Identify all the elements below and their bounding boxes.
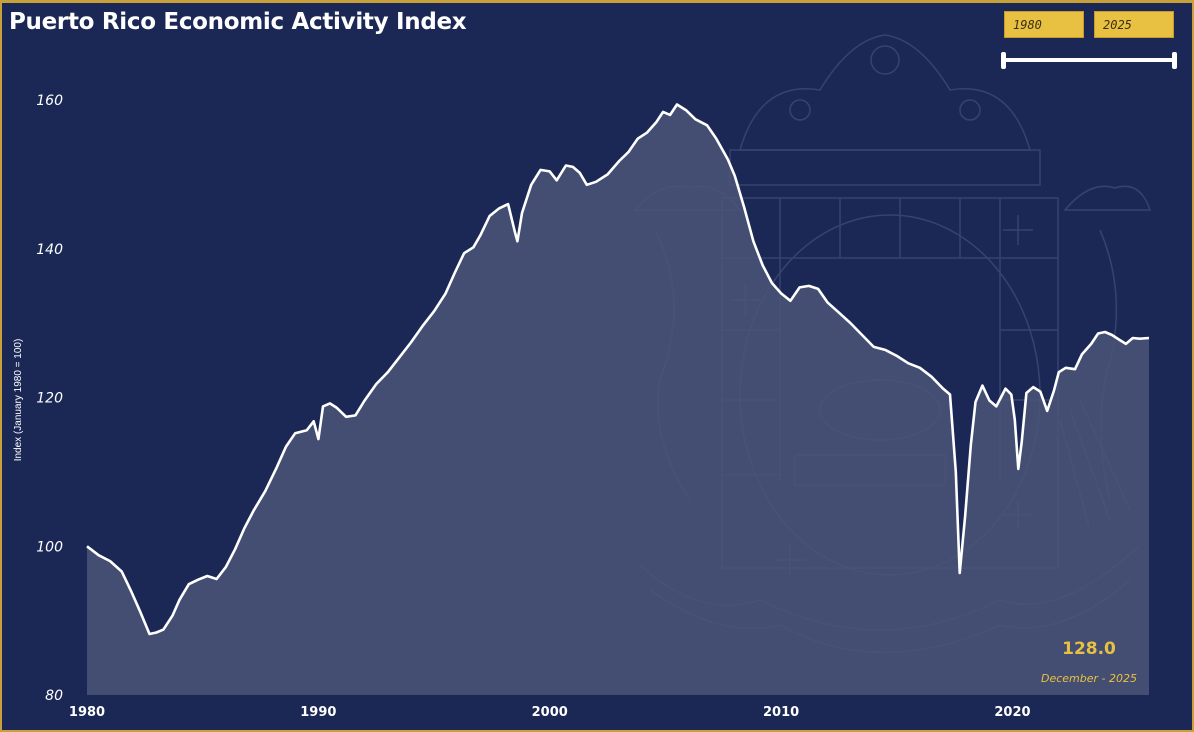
latest-value: 128.0 xyxy=(1062,639,1116,659)
y-tick-label: 80 xyxy=(45,688,63,704)
plot-area xyxy=(86,103,1150,695)
x-tick-label: 2010 xyxy=(763,705,799,720)
slicer-end-year[interactable]: 2025 xyxy=(1094,11,1174,38)
x-tick-label: 1980 xyxy=(69,705,105,720)
y-tick-label: 140 xyxy=(36,242,63,258)
date-range-slider[interactable] xyxy=(1001,52,1177,69)
y-tick-label: 100 xyxy=(36,539,63,555)
x-axis-ticks: 1980 1990 2000 2010 2020 xyxy=(69,705,1031,720)
y-tick-label: 160 xyxy=(36,93,63,109)
x-tick-label: 2020 xyxy=(994,705,1030,720)
series-line xyxy=(86,103,1150,636)
y-tick-label: 120 xyxy=(36,391,63,407)
y-axis-ticks: 80 100 120 140 160 xyxy=(36,93,63,704)
slider-handle-start[interactable] xyxy=(1001,52,1006,69)
chart-title: Puerto Rico Economic Activity Index xyxy=(9,9,467,35)
series-area xyxy=(87,104,1149,695)
slider-handle-end[interactable] xyxy=(1172,52,1177,69)
x-tick-label: 1990 xyxy=(300,705,336,720)
slicer-start-year[interactable]: 1980 xyxy=(1004,11,1084,38)
latest-date: December - 2025 xyxy=(1041,672,1137,685)
x-tick-label: 2000 xyxy=(532,705,568,720)
